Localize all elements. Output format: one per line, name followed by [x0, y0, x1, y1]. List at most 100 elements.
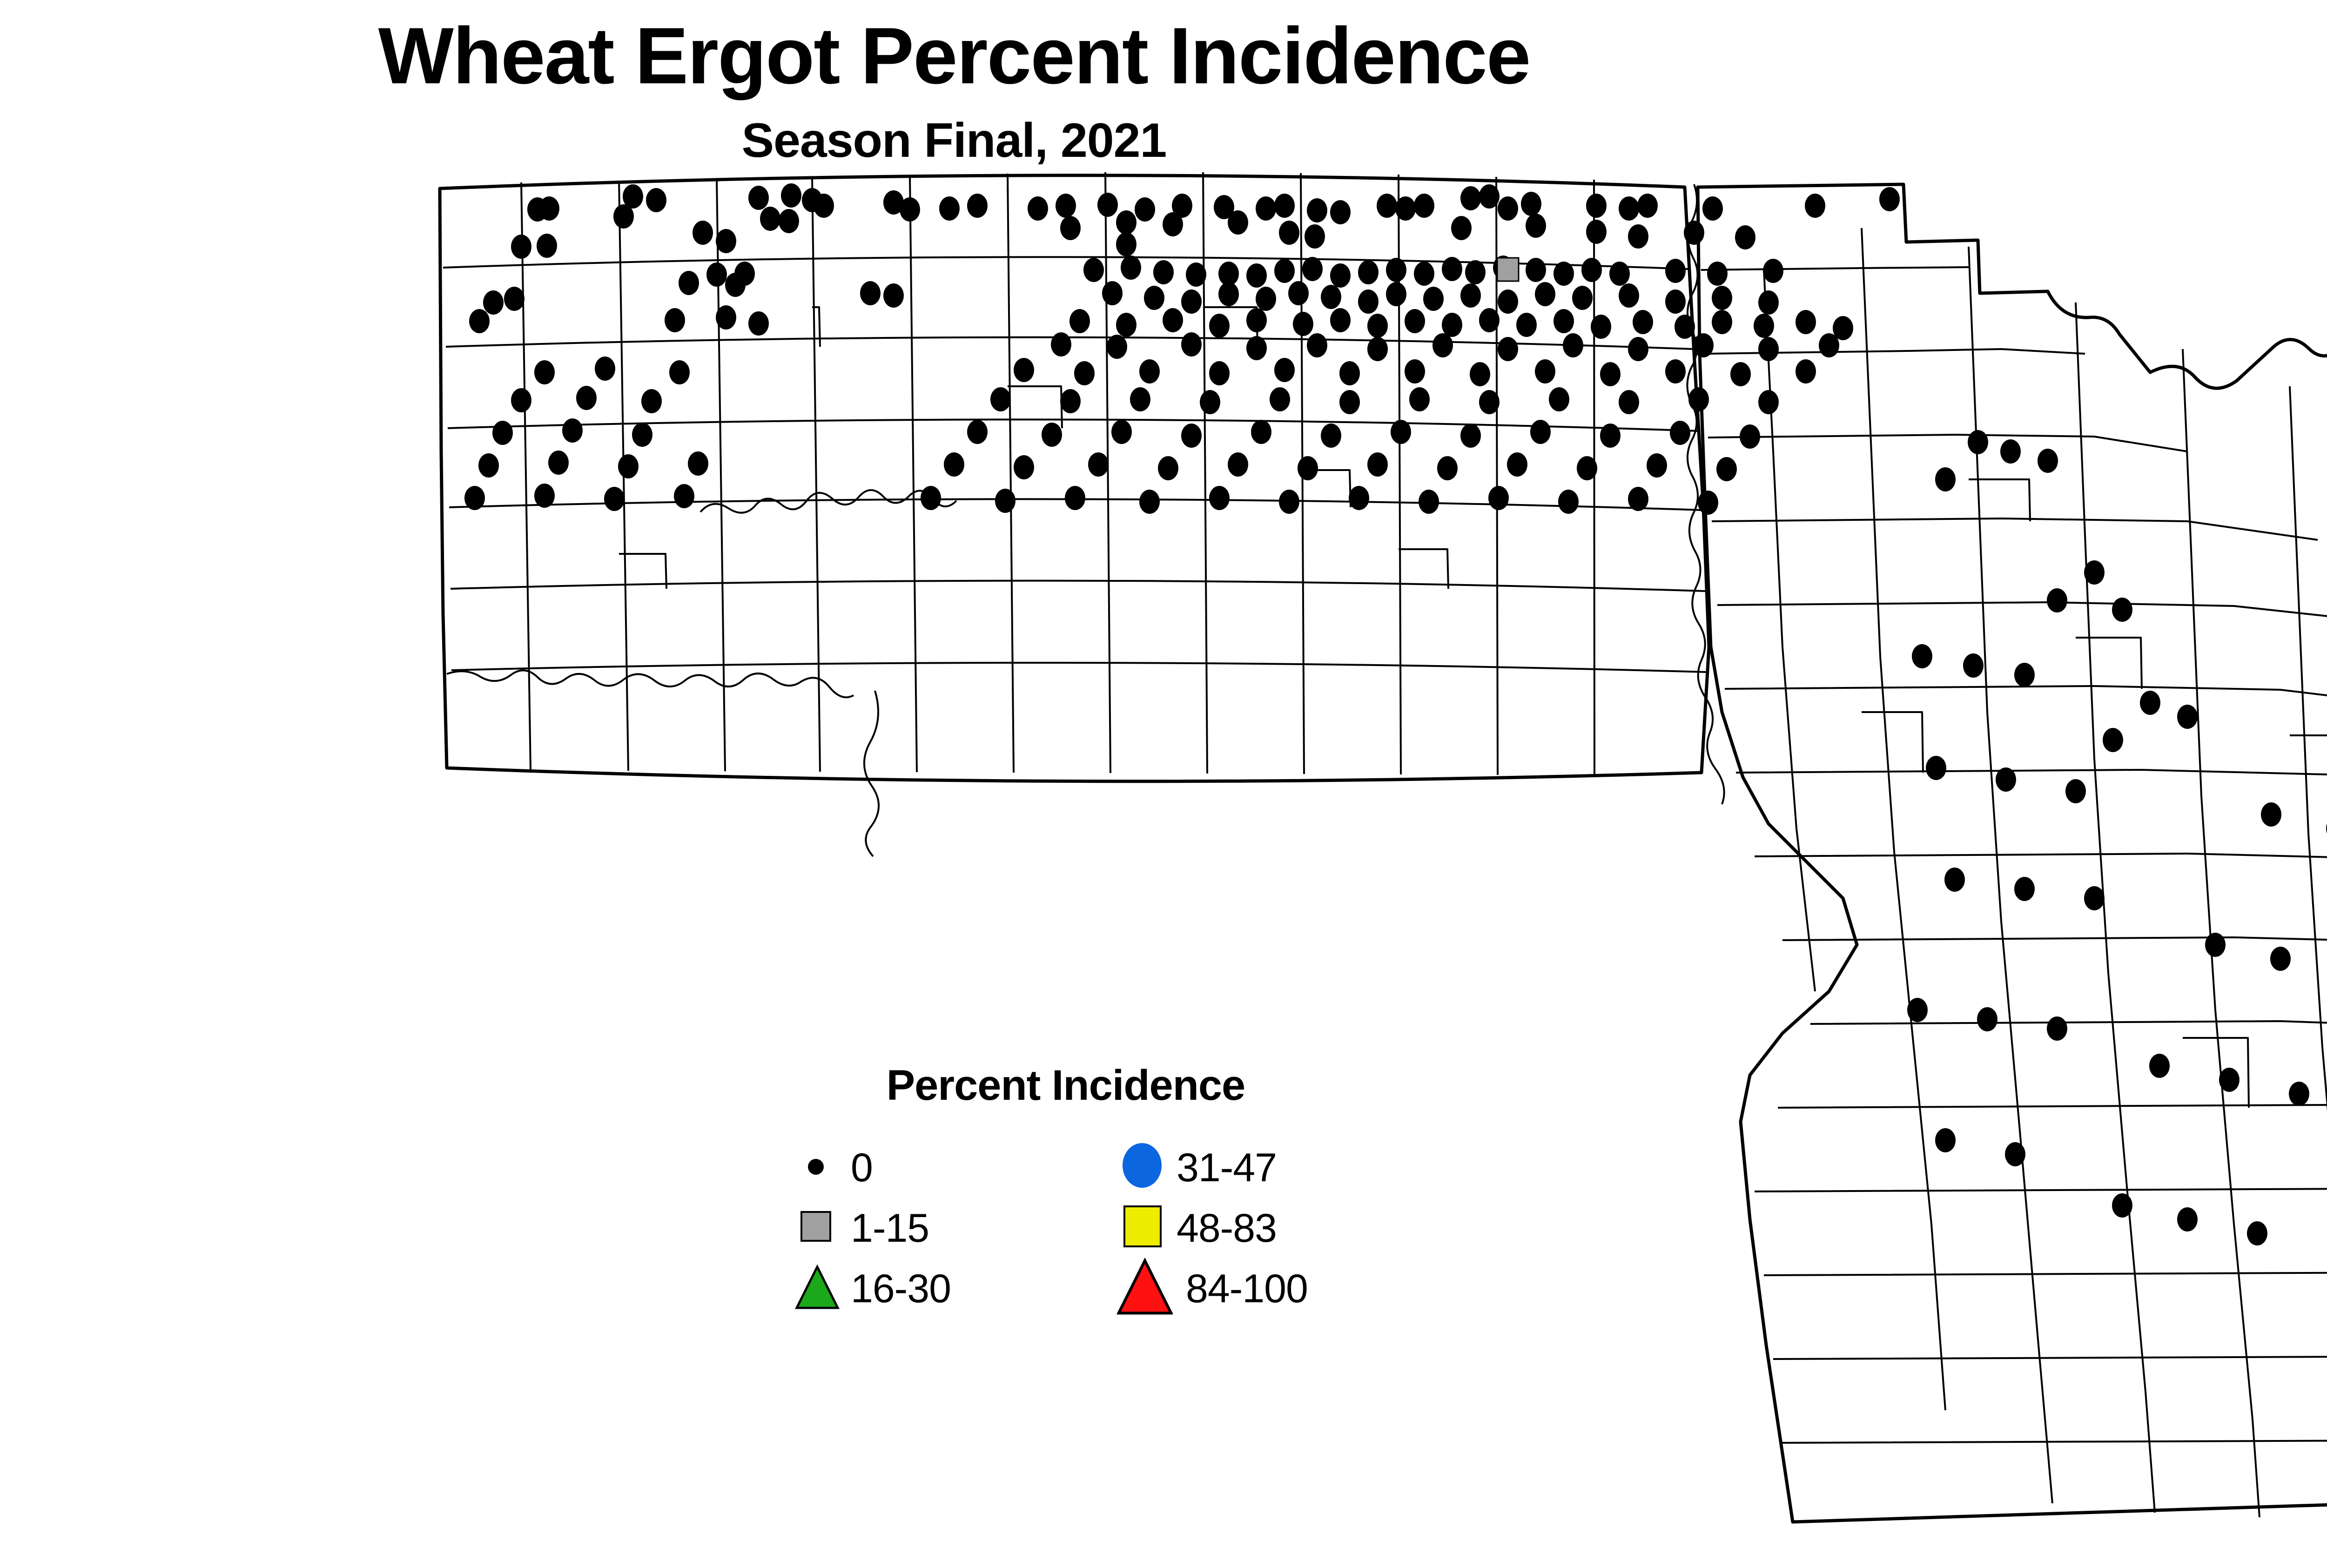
map-marker[interactable]	[548, 451, 569, 475]
map-marker[interactable]	[2000, 439, 2021, 464]
map-marker[interactable]	[995, 489, 1016, 513]
map-marker[interactable]	[1496, 257, 1520, 282]
map-marker[interactable]	[1619, 283, 1639, 308]
map-marker[interactable]	[1688, 387, 1709, 411]
map-marker[interactable]	[2014, 663, 2035, 687]
map-marker[interactable]	[1288, 281, 1309, 305]
map-marker[interactable]	[539, 196, 559, 221]
map-marker[interactable]	[1521, 192, 1541, 216]
map-marker[interactable]	[900, 197, 920, 222]
map-marker[interactable]	[1405, 359, 1425, 384]
map-marker[interactable]	[1535, 359, 1555, 384]
map-marker[interactable]	[1600, 362, 1621, 386]
map-marker[interactable]	[1270, 387, 1290, 411]
map-marker[interactable]	[1074, 361, 1095, 385]
map-marker[interactable]	[1968, 430, 1988, 454]
map-marker[interactable]	[1670, 421, 1690, 445]
map-marker[interactable]	[1158, 456, 1178, 480]
map-marker[interactable]	[1056, 194, 1076, 218]
map-marker[interactable]	[1218, 262, 1239, 286]
map-marker[interactable]	[1716, 457, 1737, 481]
map-marker[interactable]	[511, 235, 531, 259]
map-marker[interactable]	[860, 281, 881, 305]
map-marker[interactable]	[1442, 257, 1462, 281]
map-marker[interactable]	[1796, 310, 1816, 334]
map-marker[interactable]	[1163, 212, 1183, 236]
map-marker[interactable]	[1209, 314, 1230, 338]
map-marker[interactable]	[1586, 194, 1607, 218]
map-marker[interactable]	[716, 229, 736, 253]
map-marker[interactable]	[1479, 308, 1500, 332]
map-marker[interactable]	[814, 194, 834, 218]
map-marker[interactable]	[1321, 285, 1341, 309]
map-marker[interactable]	[1460, 424, 1481, 448]
map-marker[interactable]	[679, 271, 699, 295]
map-marker[interactable]	[1963, 653, 1984, 678]
map-marker[interactable]	[1498, 289, 1518, 314]
map-marker[interactable]	[1209, 361, 1230, 385]
map-marker[interactable]	[1330, 308, 1351, 332]
map-marker[interactable]	[1256, 196, 1276, 221]
map-marker[interactable]	[1116, 313, 1137, 337]
map-marker[interactable]	[1251, 420, 1271, 444]
map-marker[interactable]	[1470, 362, 1490, 386]
map-marker[interactable]	[2112, 1193, 2132, 1218]
map-marker[interactable]	[1735, 225, 1755, 249]
map-marker[interactable]	[1944, 868, 1965, 892]
data-markers[interactable]	[464, 183, 2327, 1245]
map-marker[interactable]	[1088, 452, 1109, 477]
map-marker[interactable]	[1479, 390, 1500, 414]
map-marker[interactable]	[478, 453, 499, 478]
map-marker[interactable]	[618, 454, 639, 478]
map-marker[interactable]	[674, 484, 694, 508]
map-marker[interactable]	[1628, 337, 1648, 361]
map-marker[interactable]	[562, 418, 583, 443]
map-marker[interactable]	[1060, 216, 1081, 240]
map-marker[interactable]	[967, 194, 988, 218]
map-marker[interactable]	[2219, 1068, 2240, 1092]
map-marker[interactable]	[1628, 487, 1648, 511]
map-marker[interactable]	[1214, 195, 1234, 219]
map-marker[interactable]	[2038, 449, 2058, 473]
map-marker[interactable]	[1819, 333, 1839, 357]
map-marker[interactable]	[1712, 286, 1732, 310]
map-marker[interactable]	[1349, 486, 1369, 510]
map-marker[interactable]	[1163, 308, 1183, 332]
map-marker[interactable]	[1321, 424, 1341, 448]
map-marker[interactable]	[1200, 390, 1220, 414]
map-marker[interactable]	[1591, 315, 1611, 339]
map-marker[interactable]	[1628, 224, 1648, 249]
map-marker[interactable]	[1293, 312, 1313, 336]
map-marker[interactable]	[1577, 456, 1597, 480]
map-marker[interactable]	[1060, 389, 1081, 413]
map-marker[interactable]	[1442, 313, 1462, 337]
map-marker[interactable]	[1907, 998, 1928, 1022]
map-marker[interactable]	[1172, 194, 1192, 218]
map-marker[interactable]	[1246, 336, 1267, 360]
map-marker[interactable]	[537, 234, 557, 258]
map-marker[interactable]	[632, 423, 652, 447]
map-marker[interactable]	[1460, 186, 1481, 210]
map-marker[interactable]	[688, 451, 708, 476]
map-marker[interactable]	[1730, 362, 1751, 386]
map-marker[interactable]	[1330, 263, 1351, 288]
map-marker[interactable]	[1675, 315, 1695, 339]
map-marker[interactable]	[1758, 337, 1779, 361]
map-marker[interactable]	[2112, 598, 2132, 622]
map-marker[interactable]	[693, 221, 713, 245]
map-marker[interactable]	[1367, 452, 1388, 477]
map-marker[interactable]	[1419, 490, 1439, 514]
map-marker[interactable]	[1572, 286, 1593, 310]
map-marker[interactable]	[1358, 260, 1379, 284]
map-marker[interactable]	[1586, 220, 1607, 244]
map-marker[interactable]	[1121, 256, 1141, 280]
map-marker[interactable]	[1042, 423, 1062, 447]
map-marker[interactable]	[1996, 767, 2016, 792]
map-marker[interactable]	[534, 484, 555, 508]
map-marker[interactable]	[1530, 420, 1551, 444]
map-marker[interactable]	[1488, 486, 1509, 510]
map-marker[interactable]	[1181, 289, 1202, 314]
map-marker[interactable]	[2270, 947, 2291, 971]
map-marker[interactable]	[1935, 1128, 1956, 1152]
map-marker[interactable]	[613, 204, 634, 229]
